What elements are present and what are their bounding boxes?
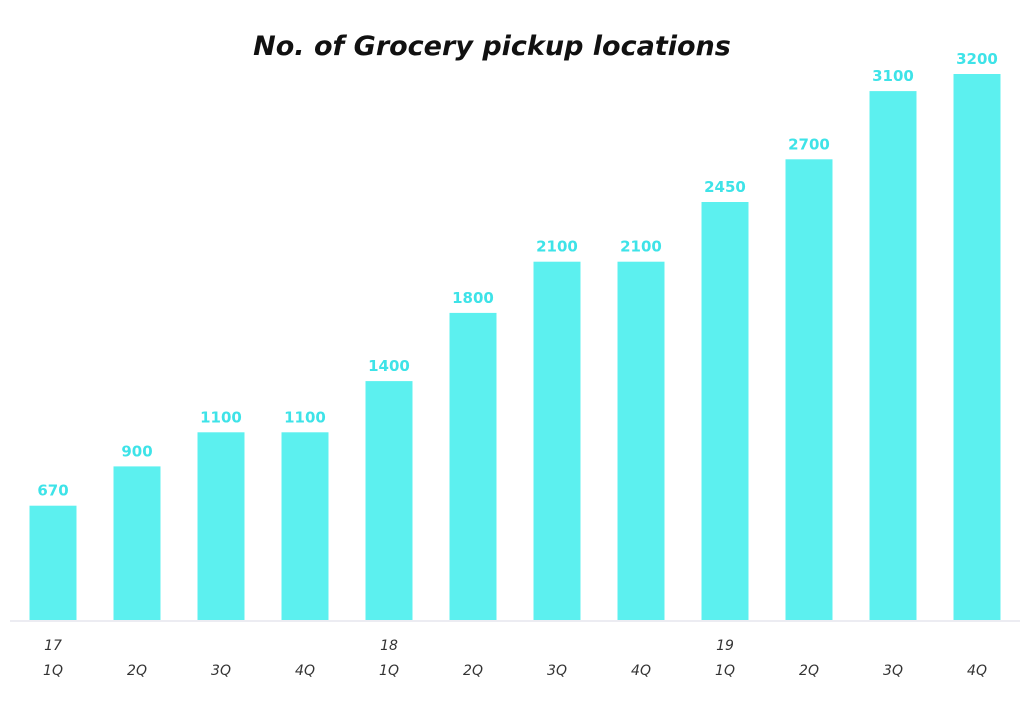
- bar-9: [701, 202, 749, 620]
- bar-6: [449, 312, 497, 620]
- x-tick-quarter-label: 3Q: [883, 663, 903, 679]
- bar-5: [365, 381, 413, 620]
- x-tick-quarter-label: 4Q: [967, 663, 987, 679]
- bar-1: [29, 505, 77, 620]
- data-label-3: 1100: [200, 408, 242, 426]
- x-tick-quarter-label: 2Q: [799, 663, 819, 679]
- x-tick-quarter-label: 3Q: [211, 663, 231, 679]
- x-tick-quarter-label: 4Q: [631, 663, 651, 679]
- data-label-10: 2700: [788, 135, 830, 153]
- x-tick-year-label: 17: [44, 638, 62, 654]
- x-tick-quarter-label: 4Q: [295, 663, 315, 679]
- bar-4: [281, 432, 329, 620]
- data-labels-group: 670 900 1100 1100 1400 1800 2100 2100 2450 2700 31…: [37, 50, 998, 500]
- bar-11: [869, 91, 917, 621]
- x-tick-quarter-label: 1Q: [715, 663, 735, 679]
- x-tick-quarter-label: 2Q: [127, 663, 147, 679]
- chart-title: No. of Grocery pickup locations: [253, 31, 731, 62]
- x-tick-year-label: 19: [716, 638, 734, 654]
- data-label-9: 2450: [704, 178, 746, 196]
- data-label-2: 900: [121, 442, 152, 460]
- data-label-12: 3200: [956, 50, 998, 68]
- data-label-6: 1800: [452, 289, 494, 307]
- bar-3: [197, 432, 245, 620]
- data-label-11: 3100: [872, 67, 914, 85]
- x-tick-year-label: 18: [380, 638, 398, 654]
- data-label-4: 1100: [284, 408, 326, 426]
- bar-7: [533, 261, 581, 620]
- data-label-1: 670: [37, 482, 68, 500]
- data-label-8: 2100: [620, 238, 662, 256]
- bar-2: [113, 466, 161, 620]
- x-tick-quarter-label: 3Q: [547, 663, 567, 679]
- bar-10: [785, 159, 833, 621]
- bar-8: [617, 261, 665, 620]
- bars-group: [29, 74, 1001, 621]
- x-tick-labels-group: 17 1Q 2Q 3Q 4Q 18 1Q 2Q 3Q 4Q 19 1Q 2Q 3Q 4Q: [43, 638, 987, 679]
- x-tick-quarter-label: 1Q: [379, 663, 399, 679]
- data-label-5: 1400: [368, 357, 410, 375]
- x-tick-quarter-label: 1Q: [43, 663, 63, 679]
- x-tick-quarter-label: 2Q: [463, 663, 483, 679]
- bar-12: [953, 74, 1001, 620]
- data-label-7: 2100: [536, 238, 578, 256]
